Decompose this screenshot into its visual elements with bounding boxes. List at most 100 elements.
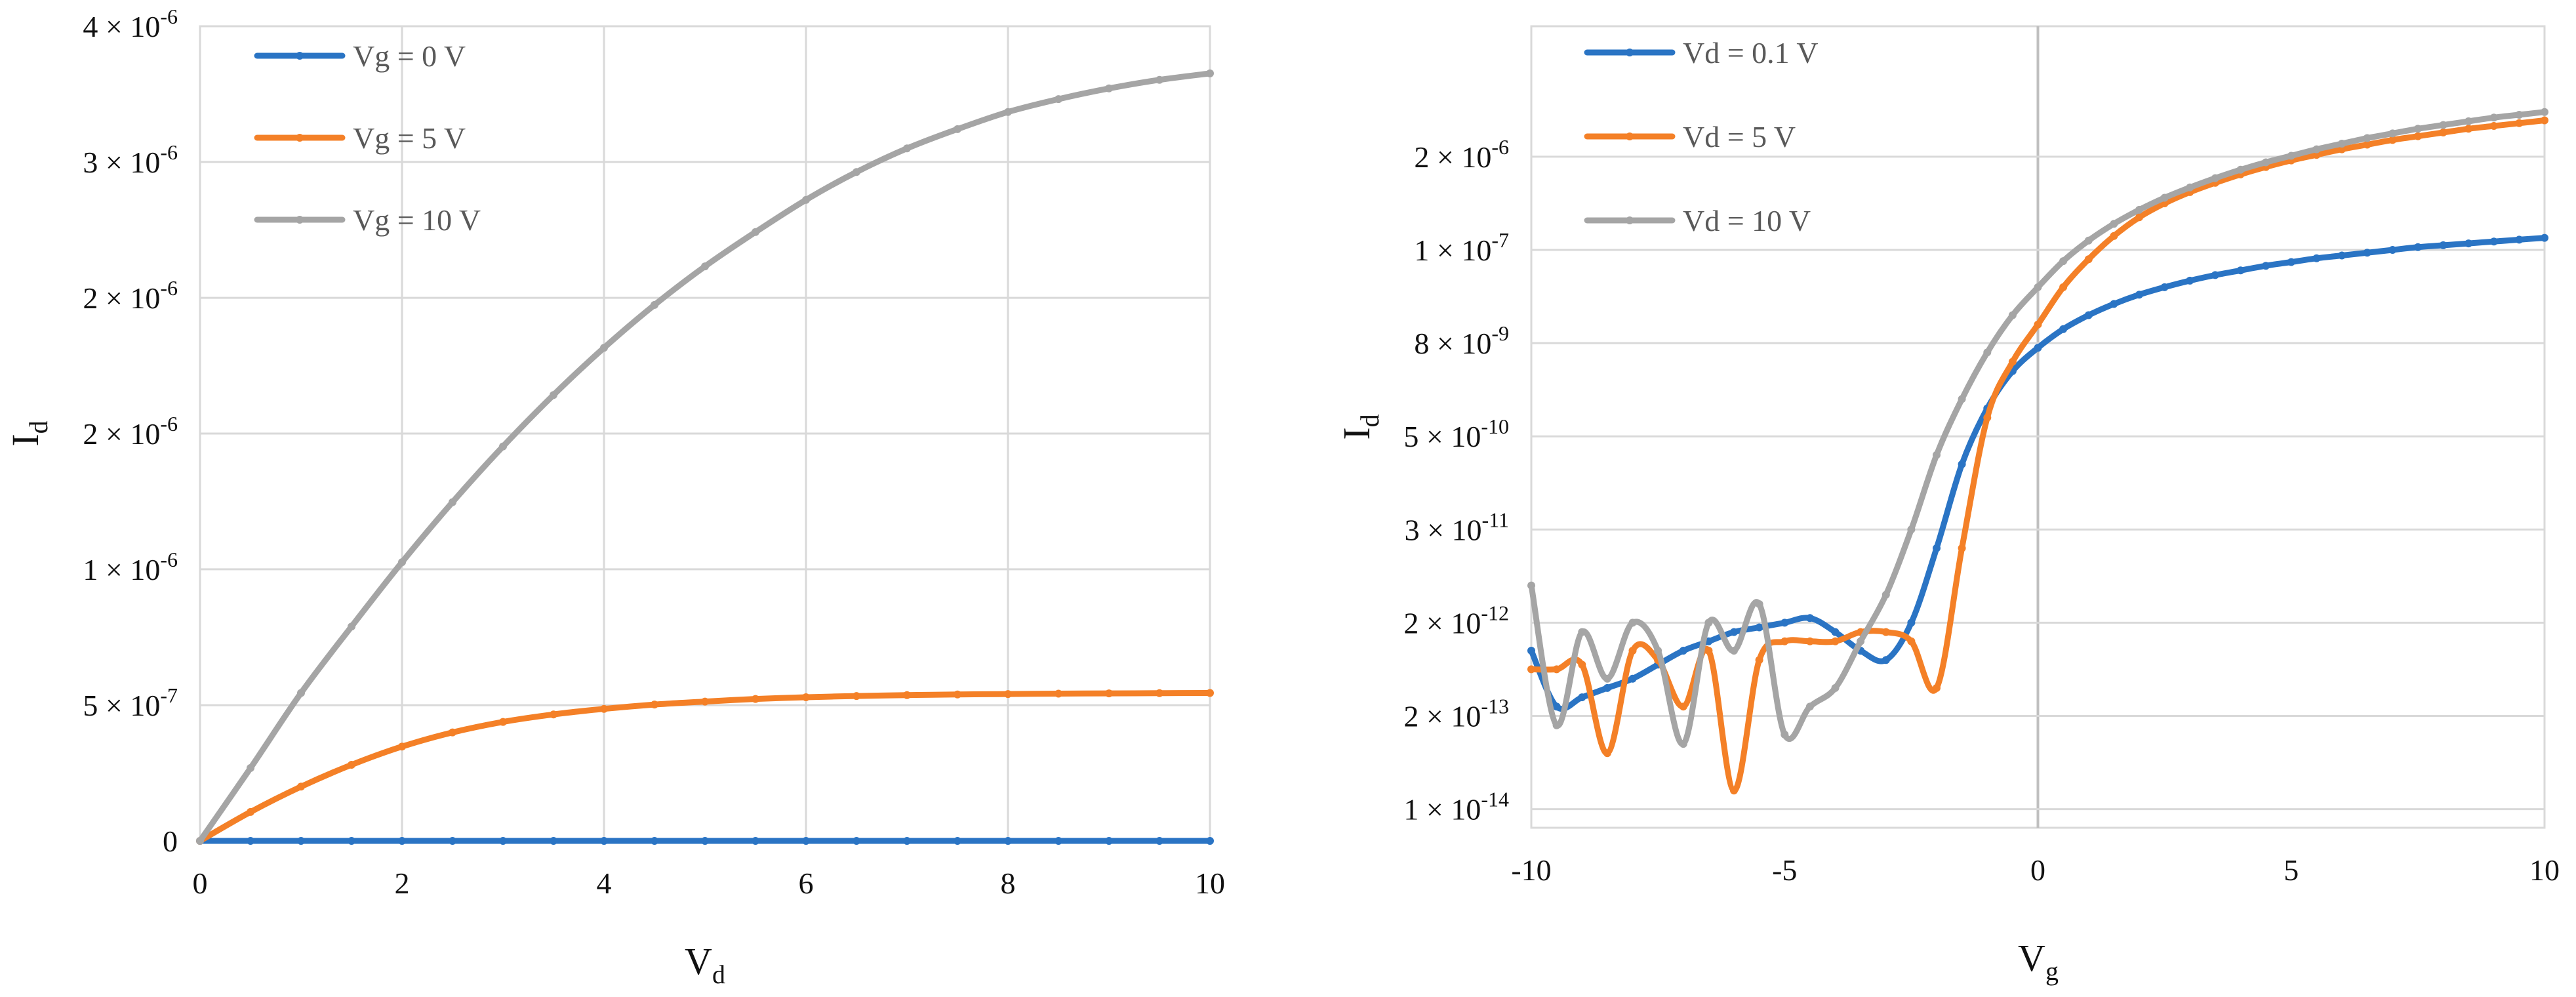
data-point bbox=[297, 783, 305, 791]
y-tick-label: 4 × 10-6 bbox=[83, 5, 178, 43]
data-point bbox=[1206, 689, 1214, 697]
data-point bbox=[348, 761, 355, 769]
data-point bbox=[2312, 145, 2321, 153]
data-point bbox=[2413, 132, 2422, 140]
data-point bbox=[1983, 413, 1992, 422]
x-tick-label: 6 bbox=[799, 866, 814, 900]
data-point bbox=[2287, 152, 2295, 160]
data-point bbox=[1958, 460, 1966, 468]
data-point bbox=[701, 262, 709, 271]
data-point bbox=[1882, 590, 1890, 599]
data-point bbox=[1679, 647, 1687, 655]
legend-marker bbox=[1626, 132, 1634, 140]
data-point bbox=[499, 442, 507, 451]
data-point bbox=[2515, 111, 2524, 119]
data-point bbox=[2135, 205, 2143, 214]
data-point bbox=[2439, 121, 2447, 129]
data-point bbox=[1933, 544, 1941, 552]
data-point bbox=[1882, 656, 1890, 664]
data-point bbox=[2034, 283, 2042, 291]
data-point bbox=[2489, 113, 2498, 122]
data-point bbox=[1055, 95, 1062, 104]
data-point bbox=[1105, 689, 1113, 698]
data-point bbox=[1730, 647, 1738, 655]
data-point bbox=[1805, 614, 1814, 622]
data-point bbox=[247, 763, 254, 772]
data-point bbox=[1805, 637, 1814, 645]
data-point bbox=[1552, 721, 1561, 729]
data-point bbox=[802, 837, 810, 845]
data-point bbox=[651, 701, 658, 709]
data-point bbox=[1156, 75, 1163, 84]
x-tick-label: 2 bbox=[395, 866, 410, 900]
data-point bbox=[2489, 237, 2498, 246]
data-point bbox=[1578, 661, 1586, 669]
data-point bbox=[449, 498, 456, 506]
data-point bbox=[600, 344, 608, 352]
data-point bbox=[1206, 69, 1214, 77]
data-point bbox=[1628, 619, 1637, 627]
data-point bbox=[954, 125, 961, 133]
data-point bbox=[1603, 683, 1611, 692]
y-tick-label: 2 × 10-13 bbox=[1403, 694, 1509, 733]
data-point bbox=[2541, 234, 2548, 242]
data-point bbox=[2338, 145, 2346, 153]
data-point bbox=[550, 391, 557, 399]
data-point bbox=[2363, 140, 2371, 149]
data-point bbox=[752, 837, 759, 845]
legend-label: Vd = 10 V bbox=[1683, 204, 1811, 237]
data-point bbox=[1831, 637, 1840, 645]
data-point bbox=[297, 837, 305, 845]
data-point bbox=[550, 710, 557, 719]
data-point bbox=[2160, 283, 2169, 291]
data-point bbox=[2084, 255, 2093, 264]
data-point bbox=[903, 837, 911, 845]
data-point bbox=[398, 558, 406, 567]
data-point bbox=[2439, 129, 2447, 136]
data-point bbox=[853, 168, 860, 176]
data-point bbox=[2059, 257, 2068, 266]
legend-marker bbox=[1626, 216, 1634, 224]
data-point bbox=[1527, 665, 1535, 674]
data-point bbox=[2515, 119, 2524, 127]
legend-marker bbox=[1626, 49, 1634, 56]
data-point bbox=[1882, 628, 1890, 636]
y-tick-label: 2 × 10-12 bbox=[1403, 601, 1509, 640]
data-point bbox=[1781, 730, 1789, 739]
y-axis-label: Id bbox=[4, 420, 53, 446]
data-point bbox=[2363, 249, 2371, 257]
y-tick-label: 5 × 10-7 bbox=[83, 683, 178, 722]
x-tick-label: 5 bbox=[2284, 853, 2299, 887]
data-point bbox=[2059, 325, 2068, 333]
data-point bbox=[802, 195, 810, 204]
data-point bbox=[2287, 258, 2295, 266]
x-axis-label: Vg bbox=[2018, 937, 2059, 986]
data-point bbox=[2312, 254, 2321, 262]
data-point bbox=[550, 837, 557, 845]
data-point bbox=[1552, 665, 1561, 674]
data-point bbox=[1857, 637, 1865, 645]
series-gray bbox=[196, 69, 1214, 845]
data-point bbox=[954, 690, 961, 699]
data-point bbox=[1907, 619, 1916, 627]
data-point bbox=[802, 693, 810, 701]
data-point bbox=[2338, 140, 2346, 148]
series-orange bbox=[196, 689, 1214, 845]
data-point bbox=[2135, 213, 2143, 222]
series-blue bbox=[196, 837, 1214, 845]
y-tick-label: 2 × 10-6 bbox=[83, 412, 178, 451]
x-tick-label: 0 bbox=[2030, 853, 2045, 887]
data-point bbox=[1755, 600, 1763, 608]
legend-label: Vd = 0.1 V bbox=[1683, 36, 1819, 70]
data-point bbox=[2465, 117, 2473, 125]
data-point bbox=[1755, 623, 1763, 632]
legend-entry: Vd = 10 V bbox=[1584, 204, 1811, 237]
data-point bbox=[1781, 619, 1789, 627]
y-tick-label: 8 × 10-9 bbox=[1414, 321, 1509, 360]
y-axis-label: Id bbox=[1335, 414, 1384, 439]
data-point bbox=[2236, 165, 2245, 174]
data-point bbox=[600, 837, 608, 845]
y-tick-label: 1 × 10-7 bbox=[1414, 228, 1509, 267]
data-point bbox=[1578, 628, 1586, 636]
x-tick-label: 0 bbox=[193, 866, 208, 900]
